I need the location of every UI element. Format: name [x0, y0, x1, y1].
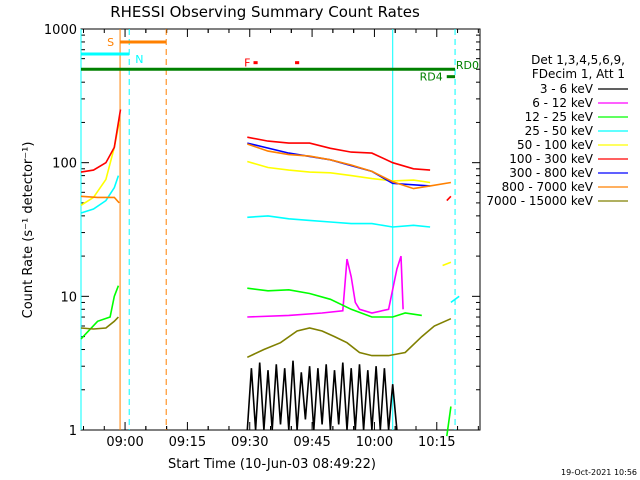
legend-label: 300 - 800 keV: [509, 166, 593, 180]
series-line: [80, 285, 120, 340]
series-line: [246, 317, 452, 359]
y-tick-label: 1000: [44, 23, 77, 38]
plot-area: 1 10 100 1000 09:00 09:15 09:30 09:45 10:00 10:15…: [44, 23, 481, 450]
y-tick-label: 100: [52, 157, 77, 172]
legend-label: 3 - 6 keV: [540, 82, 594, 96]
x-axis-label: Start Time (10-Jun-03 08:49:22): [168, 457, 376, 472]
series-line: [80, 195, 120, 204]
plot-frame: [80, 28, 481, 431]
footer-date: 19-Oct-2021 10:56: [561, 468, 637, 477]
series-line: [247, 255, 404, 318]
flag-label: RD4: [420, 71, 443, 84]
x-tick-label: 09:30: [231, 435, 268, 450]
series-line: [450, 295, 460, 304]
x-tick-label: 09:15: [169, 435, 206, 450]
series-line: [247, 143, 452, 190]
y-tick-label: 1: [69, 424, 77, 439]
series-line: [246, 360, 398, 431]
x-tick-label: 10:00: [356, 435, 393, 450]
legend-label: 25 - 50 keV: [525, 124, 594, 138]
legend-label: 800 - 7000 keV: [502, 180, 594, 194]
series-line: [80, 122, 120, 206]
series-line: [80, 109, 122, 173]
series-line: [80, 316, 119, 330]
flag-label: S: [107, 36, 114, 49]
series-line: [247, 215, 431, 228]
legend-label: 12 - 25 keV: [525, 110, 594, 124]
y-axis-label: Count Rate (s⁻¹ detector⁻¹): [21, 142, 36, 319]
x-tick-label: 09:45: [293, 435, 330, 450]
y-tick-label: 10: [60, 290, 77, 305]
legend-label: 7000 - 15000 keV: [486, 194, 593, 208]
series-line: [442, 261, 452, 267]
legend-label: 6 - 12 keV: [532, 96, 594, 110]
x-tick-label: 10:15: [418, 435, 455, 450]
legend-header: FDecim 1, Att 1: [532, 67, 625, 81]
x-tick-label: 09:00: [106, 435, 143, 450]
legend-label: 50 - 100 keV: [517, 138, 594, 152]
series-line: [80, 175, 120, 214]
series-line: [247, 160, 431, 184]
series-line: [247, 287, 422, 318]
legend: Det 1,3,4,5,6,9,FDecim 1, Att 13 - 6 keV…: [486, 53, 628, 208]
flag-label: N: [135, 53, 143, 66]
series-line: [247, 136, 431, 171]
series-line: [446, 406, 452, 437]
legend-label: 100 - 300 keV: [509, 152, 593, 166]
chart-title: RHESSI Observing Summary Count Rates: [110, 3, 420, 21]
flag-label: F: [244, 57, 250, 70]
flag-label: RD0: [456, 59, 479, 72]
legend-header: Det 1,3,4,5,6,9,: [531, 53, 625, 67]
series-line: [446, 195, 452, 202]
